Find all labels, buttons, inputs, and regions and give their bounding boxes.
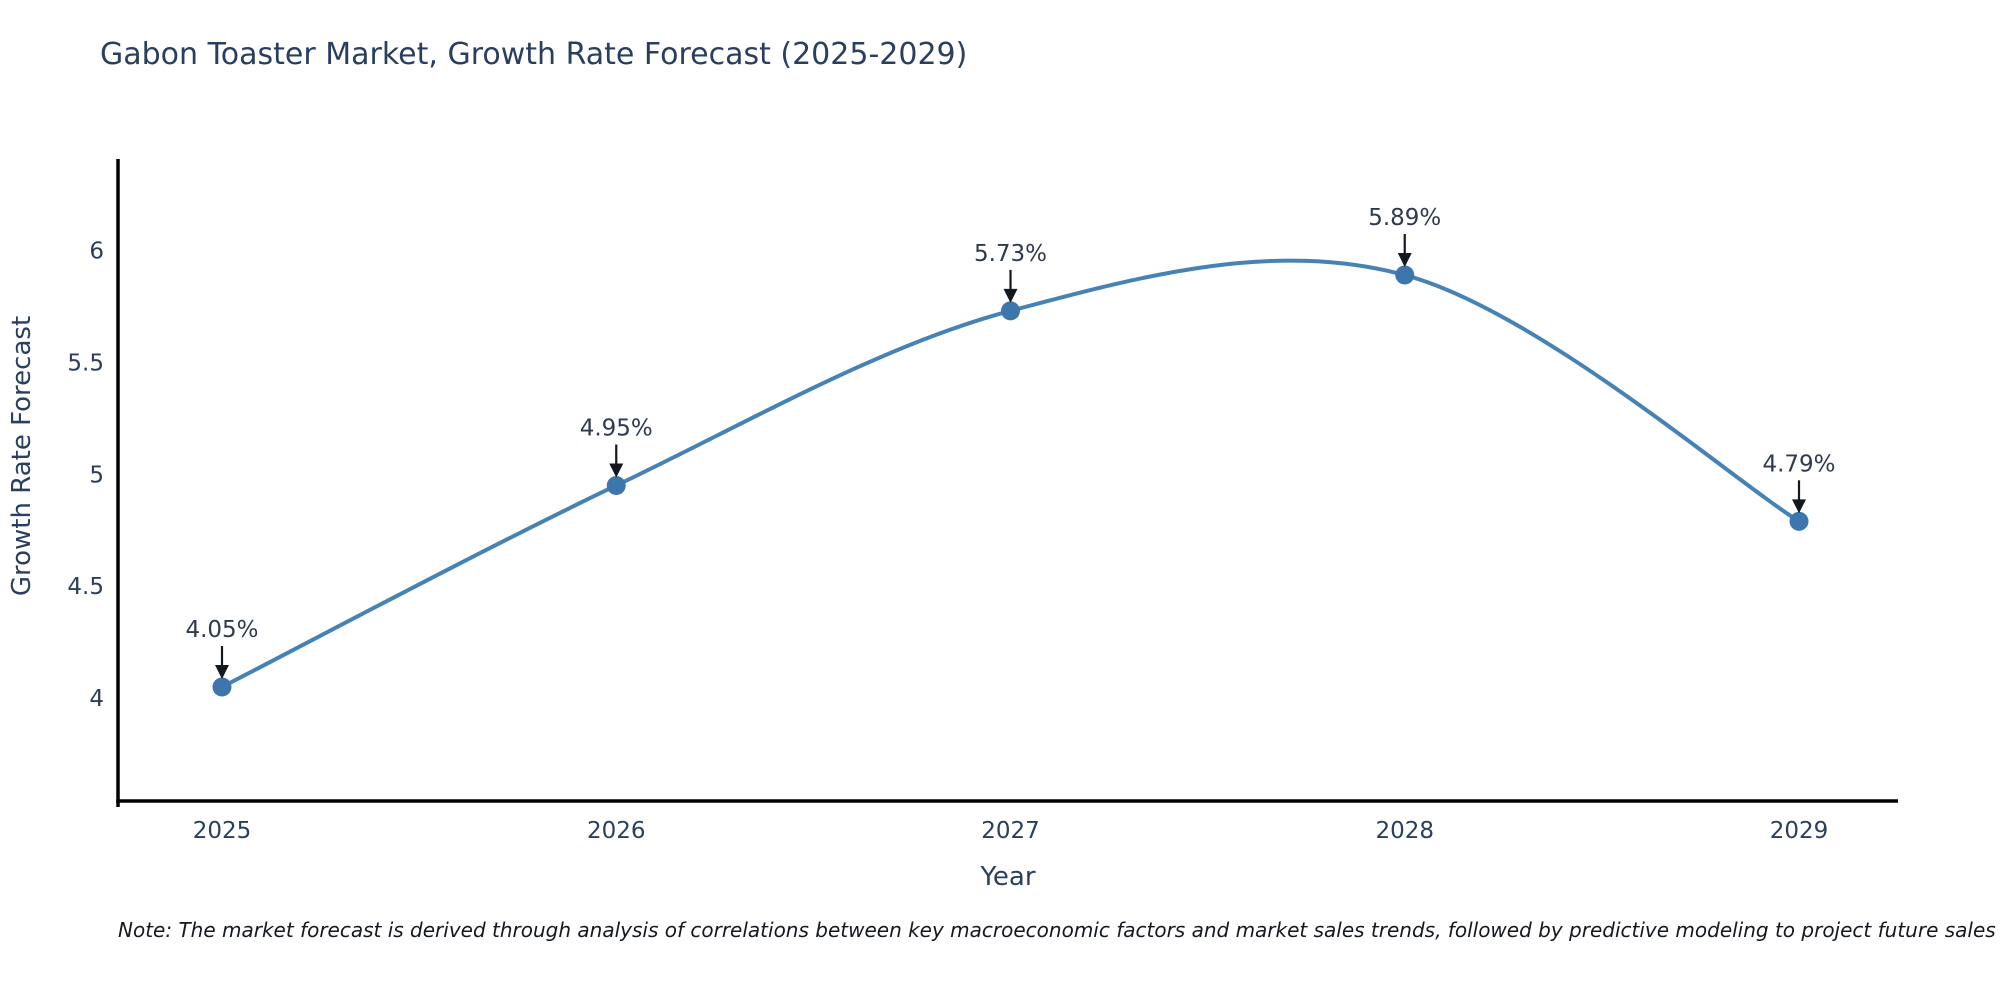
annotation-arrowhead <box>1397 253 1412 268</box>
x-tick-label: 2029 <box>1770 818 1829 844</box>
data-point-marker[interactable] <box>1001 301 1020 321</box>
annotation-arrowhead <box>215 665 229 679</box>
point-annotation-label: 5.89% <box>1368 205 1441 231</box>
trend-line <box>220 258 1801 689</box>
annotation-arrowhead <box>1003 288 1018 303</box>
annotations-group: 4.05% 4.95% 5.73% 5.89% 4.79% <box>185 205 1836 679</box>
annotation-arrowhead <box>609 463 624 478</box>
y-axis-title: Growth Rate Forecast <box>7 316 37 596</box>
y-tick-labels-group: 4 4.5 5 5.5 6 <box>67 238 104 712</box>
annotation-arrowhead <box>1792 499 1806 514</box>
point-annotation-label: 4.79% <box>1762 451 1835 477</box>
data-point-marker[interactable] <box>1395 265 1415 285</box>
point-annotation-label: 4.05% <box>185 617 258 643</box>
series-group <box>212 258 1809 697</box>
x-tick-label: 2027 <box>981 818 1040 844</box>
point-annotation-label: 4.95% <box>580 415 653 441</box>
data-point-marker[interactable] <box>1789 511 1809 531</box>
x-tick-label: 2028 <box>1375 818 1434 844</box>
footnote: Note: The market forecast is derived thr… <box>118 918 1996 942</box>
x-tick-label: 2026 <box>587 818 646 844</box>
y-tick-label: 5 <box>89 462 104 488</box>
y-tick-label: 4.5 <box>67 574 104 600</box>
y-tick-label: 5.5 <box>67 350 104 376</box>
data-point-marker[interactable] <box>606 475 626 495</box>
data-point-marker[interactable] <box>212 677 232 697</box>
y-tick-label: 6 <box>89 238 104 264</box>
x-tick-label: 2025 <box>193 818 252 844</box>
point-annotation-label: 5.73% <box>974 241 1047 267</box>
x-tick-labels-group: 2025 2026 2027 2028 2029 <box>193 818 1829 844</box>
y-tick-label: 4 <box>89 686 104 712</box>
chart-title: Gabon Toaster Market, Growth Rate Foreca… <box>100 37 968 72</box>
axes-group <box>116 159 1898 807</box>
x-axis-title: Year <box>979 862 1035 892</box>
